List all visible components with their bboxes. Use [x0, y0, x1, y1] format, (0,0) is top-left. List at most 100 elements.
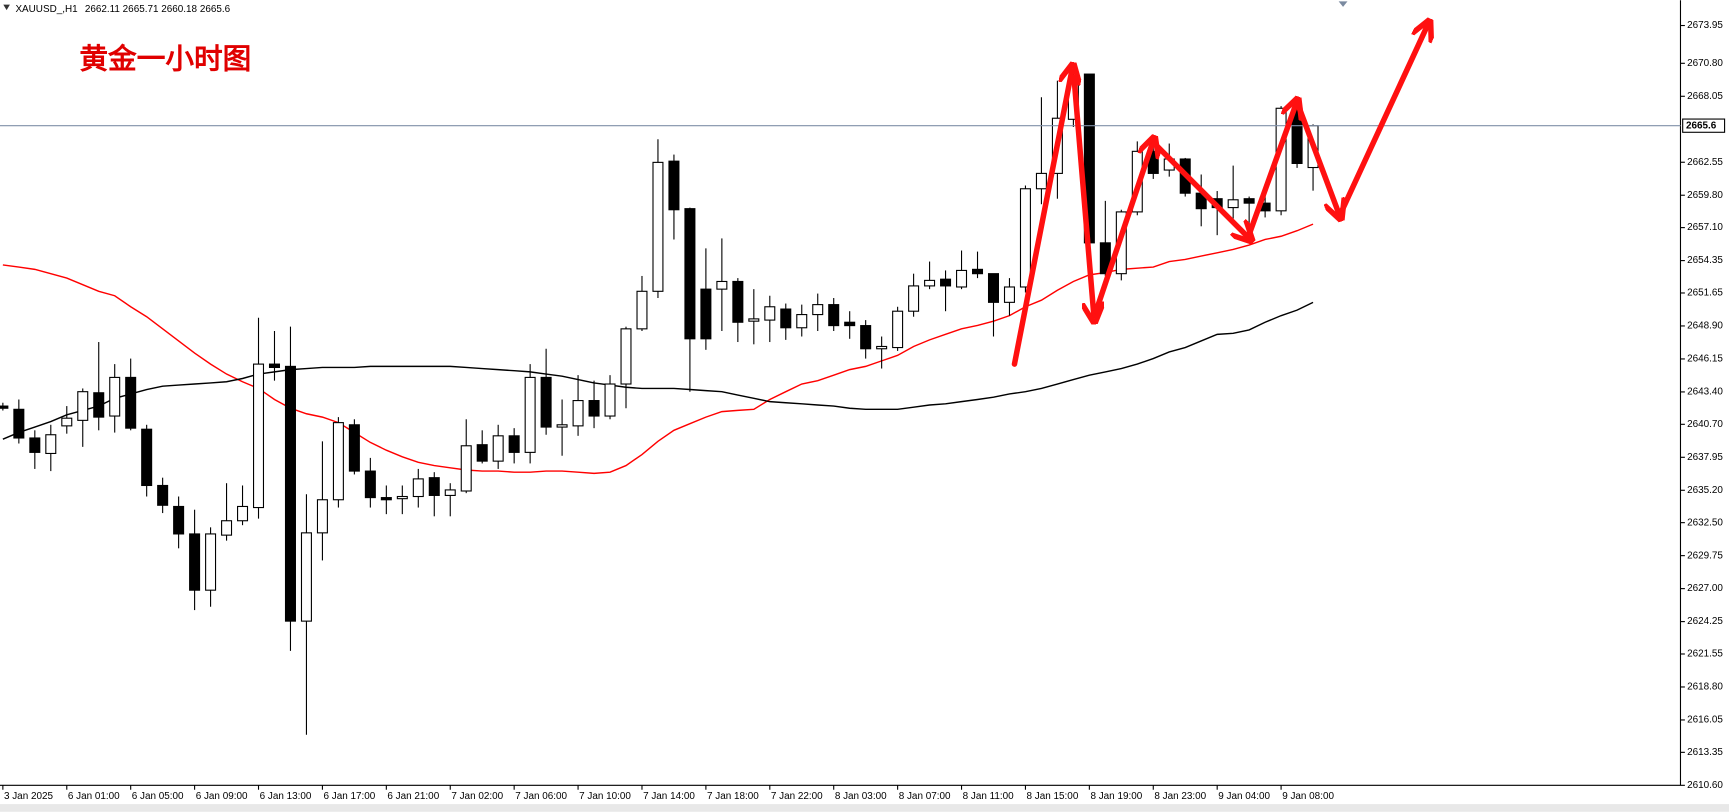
shift-marker — [1338, 1, 1348, 7]
candle-body — [1243, 198, 1255, 204]
candle-body — [109, 376, 121, 417]
candle-body — [125, 376, 137, 429]
y-tick-label: 2640.70 — [1687, 419, 1723, 430]
annotation-arrows — [1011, 27, 1426, 367]
candle-body — [892, 310, 904, 349]
y-tick-label: 2610.60 — [1687, 780, 1723, 791]
candle-body — [588, 400, 600, 417]
candle-body — [1019, 188, 1031, 288]
candle-body — [716, 280, 728, 290]
candle-body — [0, 405, 9, 409]
candle-body — [300, 532, 312, 622]
x-tick-label: 3 Jan 2025 — [4, 791, 54, 802]
y-tick-label: 2670.80 — [1687, 58, 1723, 69]
candle-body — [61, 417, 73, 427]
y-tick-label: 2621.55 — [1687, 649, 1723, 660]
candle-body — [620, 328, 632, 385]
candle-body — [636, 290, 648, 330]
status-strip — [0, 804, 1729, 812]
y-tick-label: 2627.00 — [1687, 583, 1723, 594]
x-tick-label: 6 Jan 17:00 — [324, 791, 376, 802]
candle-body — [924, 279, 936, 287]
x-tick-label: 7 Jan 18:00 — [707, 791, 759, 802]
ma-line — [2, 223, 1314, 475]
candle-body — [284, 365, 296, 622]
x-tick-label: 6 Jan 01:00 — [68, 791, 120, 802]
price-label-box — [1682, 118, 1726, 133]
x-tick-label: 7 Jan 10:00 — [579, 791, 631, 802]
candle-body — [412, 478, 424, 498]
arrow — [1296, 104, 1339, 213]
x-tick-label: 8 Jan 15:00 — [1027, 791, 1079, 802]
candle-body — [812, 304, 824, 316]
y-tick-label: 2629.75 — [1687, 550, 1723, 561]
candle-body — [828, 304, 840, 327]
x-tick-label: 8 Jan 03:00 — [835, 791, 887, 802]
candle-body — [492, 435, 504, 462]
candle-body — [252, 363, 265, 509]
candle-body — [237, 505, 249, 522]
candle-body — [1227, 199, 1239, 209]
x-tick-label: 8 Jan 23:00 — [1154, 791, 1206, 802]
candle-body — [1035, 172, 1047, 190]
header-close: 2665.6 — [200, 4, 231, 15]
x-tick-label: 7 Jan 14:00 — [643, 791, 695, 802]
candle-body — [1003, 286, 1015, 303]
x-tick-label: 9 Jan 04:00 — [1218, 791, 1270, 802]
x-tick-label: 7 Jan 06:00 — [515, 791, 567, 802]
ma-line — [2, 301, 1314, 440]
candle-body — [796, 314, 808, 329]
menu-icon — [3, 4, 10, 11]
candle-body — [780, 308, 792, 329]
y-tick-label: 2648.90 — [1687, 321, 1723, 332]
candle-body — [332, 422, 344, 501]
y-tick-label: 2662.55 — [1687, 157, 1723, 168]
candle-body — [476, 444, 488, 462]
y-tick-label: 2632.50 — [1687, 517, 1723, 528]
candle-body — [508, 435, 520, 453]
candle-body — [844, 321, 856, 327]
y-tick-label: 2654.35 — [1687, 255, 1723, 266]
header-open: 2662.11 — [85, 4, 121, 15]
arrow — [1093, 144, 1152, 314]
arrow — [1151, 140, 1248, 237]
candle-body — [221, 520, 233, 536]
candle-body — [556, 424, 568, 428]
candle-body — [540, 376, 552, 428]
header: XAUUSD_,H1 2662.11 2665.71 2660.18 2665.… — [15, 4, 230, 15]
price-label: 2665.6 — [1686, 120, 1717, 131]
y-tick-label: 2643.40 — [1687, 387, 1723, 398]
x-tick-label: 8 Jan 11:00 — [963, 791, 1015, 802]
candle-body — [972, 268, 984, 275]
candle-body — [364, 470, 376, 499]
candle-body — [908, 285, 920, 312]
candle-body — [268, 363, 281, 369]
plot: 2673.95 2670.80 2668.05 2662.55 2659.80 2657.… — [0, 20, 1726, 802]
y-tick-label: 2668.05 — [1687, 91, 1723, 102]
candle-body — [940, 278, 952, 287]
y-tick-label: 2616.05 — [1687, 715, 1723, 726]
candle-body — [396, 495, 408, 500]
x-tick-label: 7 Jan 22:00 — [771, 791, 823, 802]
y-tick-label: 2673.95 — [1687, 20, 1723, 31]
candle-body — [348, 424, 360, 472]
candle-body — [572, 400, 584, 427]
candle-body — [668, 160, 680, 211]
x-tick-label: 8 Jan 07:00 — [899, 791, 951, 802]
y-tick-label: 2613.35 — [1687, 747, 1723, 758]
arrow — [1011, 71, 1071, 367]
header-high: 2665.71 — [123, 4, 159, 15]
candle-body — [173, 505, 185, 535]
y-tick-label: 2624.25 — [1687, 616, 1723, 627]
candle-body — [189, 533, 201, 591]
candle-body — [29, 437, 41, 453]
candle-body — [205, 533, 217, 591]
symbol: XAUUSD_,H1 — [15, 4, 78, 15]
y-tick-label: 2635.20 — [1687, 485, 1723, 496]
candle-body — [876, 345, 888, 350]
candle-body — [652, 161, 664, 292]
y-tick-label: 2646.15 — [1687, 354, 1723, 365]
candle-body — [956, 269, 968, 288]
x-tick-label: 6 Jan 05:00 — [132, 791, 184, 802]
candle-body — [684, 208, 696, 340]
